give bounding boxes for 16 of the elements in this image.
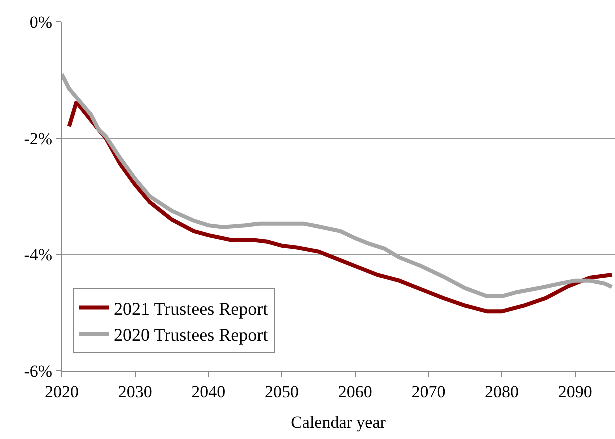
- x-tick-label: 2040: [192, 382, 226, 402]
- x-tick-label: 2080: [485, 382, 520, 402]
- x-axis-title: Calendar year: [291, 412, 386, 432]
- x-tick-label: 2060: [338, 382, 372, 402]
- line-series: [62, 72, 614, 299]
- y-tick-label: -6%: [24, 362, 53, 381]
- x-tick-label: 2050: [265, 382, 300, 402]
- legend-label: 2020 Trustees Report: [114, 325, 268, 346]
- y-tick-label: -4%: [24, 246, 53, 265]
- y-tick-label: 0%: [30, 12, 53, 32]
- x-tick-label: 2020: [45, 382, 79, 402]
- legend-label: 2021 Trustees Report: [114, 298, 268, 319]
- x-tick-label: 2030: [118, 382, 152, 402]
- y-tick-label: -2%: [24, 129, 53, 148]
- x-tick-label: 2070: [412, 382, 446, 402]
- x-tick-label: 2090: [558, 382, 592, 402]
